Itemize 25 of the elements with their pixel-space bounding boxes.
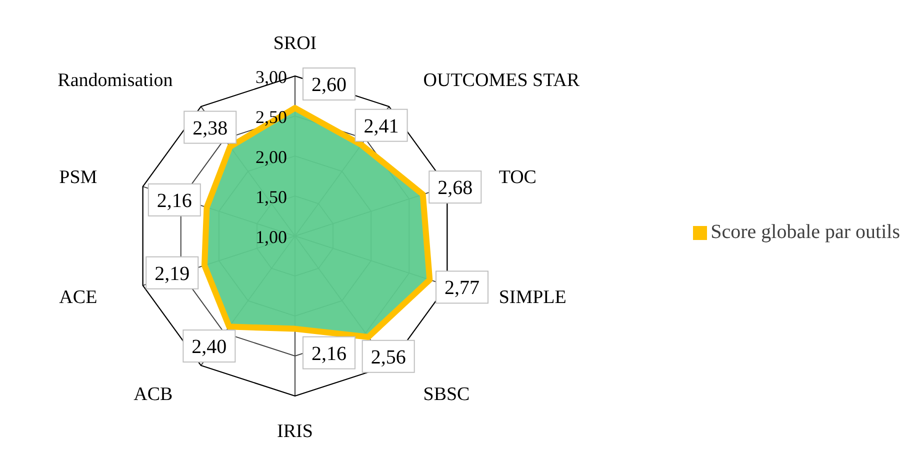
data-label: 2,38 [192,117,228,140]
data-label: 2,16 [156,190,192,212]
data-label: 2,77 [444,277,480,300]
data-label: 2,41 [364,115,399,138]
data-label: 2,19 [154,262,190,285]
data-label: 2,40 [192,336,227,358]
spoke-label: SROI [273,33,317,54]
y-tick-label: 2,00 [256,147,287,167]
text: Score globale par outils [710,221,900,244]
spoke-label: ACB [134,384,173,405]
spoke-label: Randomisation [58,70,174,92]
spoke-label: SBSC [423,384,470,405]
data-label: 2,56 [370,346,406,368]
y-tick-label: 1,50 [256,187,287,207]
spoke-label: SIMPLE [498,286,566,308]
data-label: 2,60 [312,74,346,96]
data-label: 2,68 [438,177,473,200]
y-tick-label: 3,00 [256,67,287,87]
spoke-label: PSM [59,167,98,188]
spoke-label: ACE [59,286,98,308]
spoke-label: IRIS [277,421,313,442]
spoke-label: TOC [498,167,536,188]
spoke-label: OUTCOMES STAR [423,70,580,92]
y-tick-label: 1,00 [256,227,287,247]
data-label: 2,16 [312,342,346,365]
